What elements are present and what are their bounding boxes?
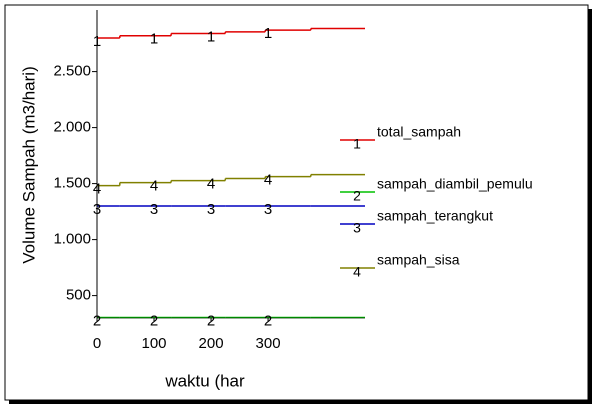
series-marker: 1 [150, 31, 158, 48]
legend-label: sampah_terangkut [377, 208, 493, 224]
series-marker: 1 [264, 25, 272, 42]
legend-label: sampah_sisa [377, 252, 460, 268]
y-tick-label: 2.500 [53, 63, 91, 80]
legend-marker: 2 [353, 188, 361, 204]
legend-label: total_sampah [377, 124, 461, 140]
series-marker: 4 [264, 172, 272, 189]
series-marker: 2 [93, 312, 101, 329]
series-marker: 3 [150, 201, 158, 218]
legend-label: sampah_diambil_pemulu [377, 176, 533, 192]
series-marker: 3 [207, 201, 215, 218]
series-marker: 2 [150, 312, 158, 329]
legend-marker: 1 [353, 136, 361, 152]
series-marker: 1 [207, 28, 215, 45]
y-axis-label: Volume Sampah (m3/hari) [19, 66, 38, 263]
y-tick-label: 1.000 [53, 231, 91, 248]
series-marker: 2 [264, 312, 272, 329]
y-tick-label: 1.500 [53, 175, 91, 192]
x-tick-label: 100 [142, 335, 167, 352]
y-tick-label: 500 [66, 287, 91, 304]
series-marker: 4 [150, 178, 158, 195]
x-axis-label: waktu (har [164, 371, 245, 390]
x-tick-label: 300 [256, 335, 281, 352]
y-tick-label: 2.000 [53, 119, 91, 136]
frame [4, 4, 589, 401]
series-marker: 3 [264, 201, 272, 218]
x-tick-label: 200 [199, 335, 224, 352]
x-tick-label: 0 [93, 335, 101, 352]
series-marker: 2 [207, 312, 215, 329]
legend-marker: 4 [353, 264, 361, 280]
legend-marker: 3 [353, 220, 361, 236]
series-marker: 4 [207, 176, 215, 193]
